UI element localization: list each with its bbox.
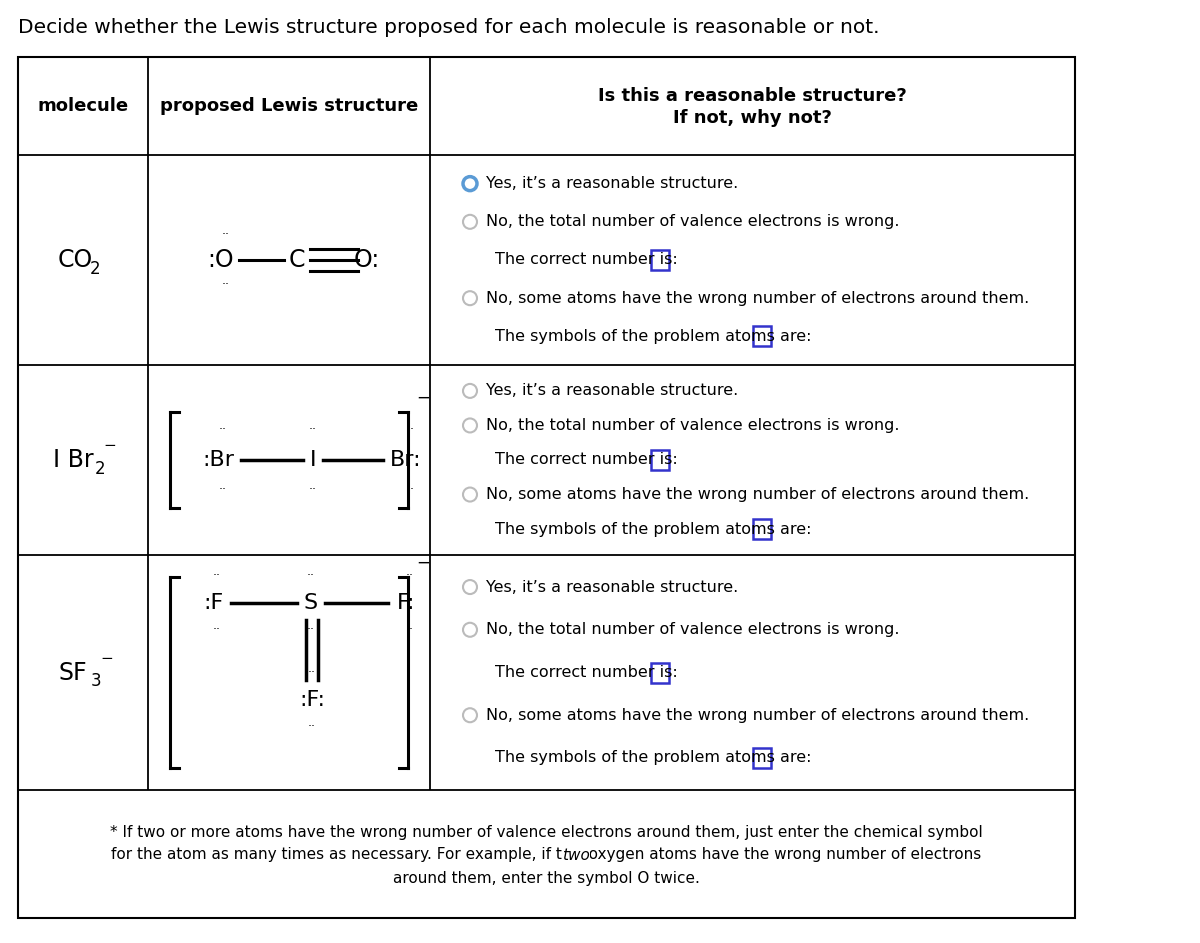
Text: Is this a reasonable structure?: Is this a reasonable structure? — [598, 87, 907, 105]
Text: No, some atoms have the wrong number of electrons around them.: No, some atoms have the wrong number of … — [486, 487, 1030, 502]
Text: ··: ·· — [220, 484, 227, 497]
Text: No, some atoms have the wrong number of electrons around them.: No, some atoms have the wrong number of … — [486, 290, 1030, 306]
Text: −: − — [416, 389, 430, 407]
Bar — [650, 663, 668, 683]
Text: :O: :O — [208, 248, 234, 272]
Text: The symbols of the problem atoms are:: The symbols of the problem atoms are: — [496, 329, 811, 344]
Text: −: − — [103, 438, 116, 454]
Text: The symbols of the problem atoms are:: The symbols of the problem atoms are: — [496, 521, 811, 537]
Text: Yes, it’s a reasonable structure.: Yes, it’s a reasonable structure. — [486, 580, 738, 594]
Text: ··: ·· — [308, 720, 316, 734]
Text: ··: ·· — [308, 667, 316, 680]
Text: Yes, it’s a reasonable structure.: Yes, it’s a reasonable structure. — [486, 176, 738, 191]
Bar — [18, 57, 1075, 918]
Text: 2: 2 — [95, 460, 106, 478]
Text: ··: ·· — [310, 423, 317, 437]
Text: CO: CO — [58, 248, 92, 272]
Text: C: C — [289, 248, 305, 272]
Text: The correct number is:: The correct number is: — [496, 253, 678, 268]
Text: :F:: :F: — [299, 690, 325, 710]
Text: No, the total number of valence electrons is wrong.: No, the total number of valence electron… — [486, 214, 900, 229]
Text: :F: :F — [203, 593, 223, 613]
Text: I Br: I Br — [53, 448, 94, 472]
Bar — [752, 748, 770, 768]
Text: Yes, it’s a reasonable structure.: Yes, it’s a reasonable structure. — [486, 384, 738, 398]
Bar — [650, 250, 668, 270]
Text: The correct number is:: The correct number is: — [496, 665, 678, 680]
Bar — [752, 519, 770, 539]
Text: ··: ·· — [222, 228, 230, 241]
Bar — [650, 450, 668, 470]
Text: ··: ·· — [406, 570, 414, 583]
Text: ··: ·· — [307, 570, 314, 583]
Text: ··: ·· — [310, 484, 317, 497]
Text: ··: ·· — [214, 570, 221, 583]
Text: −: − — [101, 651, 113, 666]
Text: ··: ·· — [222, 278, 230, 291]
Text: for the atom as many times as necessary. For example, if two oxygen atoms have t: for the atom as many times as necessary.… — [112, 848, 982, 863]
Text: around them, enter the symbol O twice.: around them, enter the symbol O twice. — [394, 870, 700, 885]
Text: ··: ·· — [307, 623, 314, 637]
Text: If not, why not?: If not, why not? — [673, 109, 832, 127]
Text: Decide whether the Lewis structure proposed for each molecule is reasonable or n: Decide whether the Lewis structure propo… — [18, 18, 880, 37]
Bar — [752, 326, 770, 346]
Text: ··: ·· — [406, 623, 414, 637]
Text: two: two — [562, 848, 589, 863]
Text: * If two or more atoms have the wrong number of valence electrons around them, j: * If two or more atoms have the wrong nu… — [110, 824, 983, 839]
Text: molecule: molecule — [37, 97, 128, 115]
Text: ··: ·· — [214, 623, 221, 637]
Text: I: I — [310, 450, 317, 470]
Text: The correct number is:: The correct number is: — [496, 453, 678, 468]
Text: ··: ·· — [407, 484, 415, 497]
Text: ··: ·· — [220, 423, 227, 437]
Text: O:: O: — [354, 248, 380, 272]
Text: ··: ·· — [407, 423, 415, 437]
Text: SF: SF — [59, 660, 88, 685]
Text: :Br: :Br — [202, 450, 234, 470]
Text: The symbols of the problem atoms are:: The symbols of the problem atoms are: — [496, 751, 811, 766]
Text: proposed Lewis structure: proposed Lewis structure — [160, 97, 418, 115]
Text: −: − — [416, 554, 430, 572]
Text: Br:: Br: — [390, 450, 422, 470]
Text: No, some atoms have the wrong number of electrons around them.: No, some atoms have the wrong number of … — [486, 708, 1030, 722]
Text: No, the total number of valence electrons is wrong.: No, the total number of valence electron… — [486, 622, 900, 637]
Text: F:: F: — [397, 593, 415, 613]
Text: 3: 3 — [91, 672, 101, 690]
Text: S: S — [304, 593, 318, 613]
Text: No, the total number of valence electrons is wrong.: No, the total number of valence electron… — [486, 418, 900, 433]
Text: two: two — [562, 848, 589, 863]
Text: 2: 2 — [90, 260, 101, 278]
